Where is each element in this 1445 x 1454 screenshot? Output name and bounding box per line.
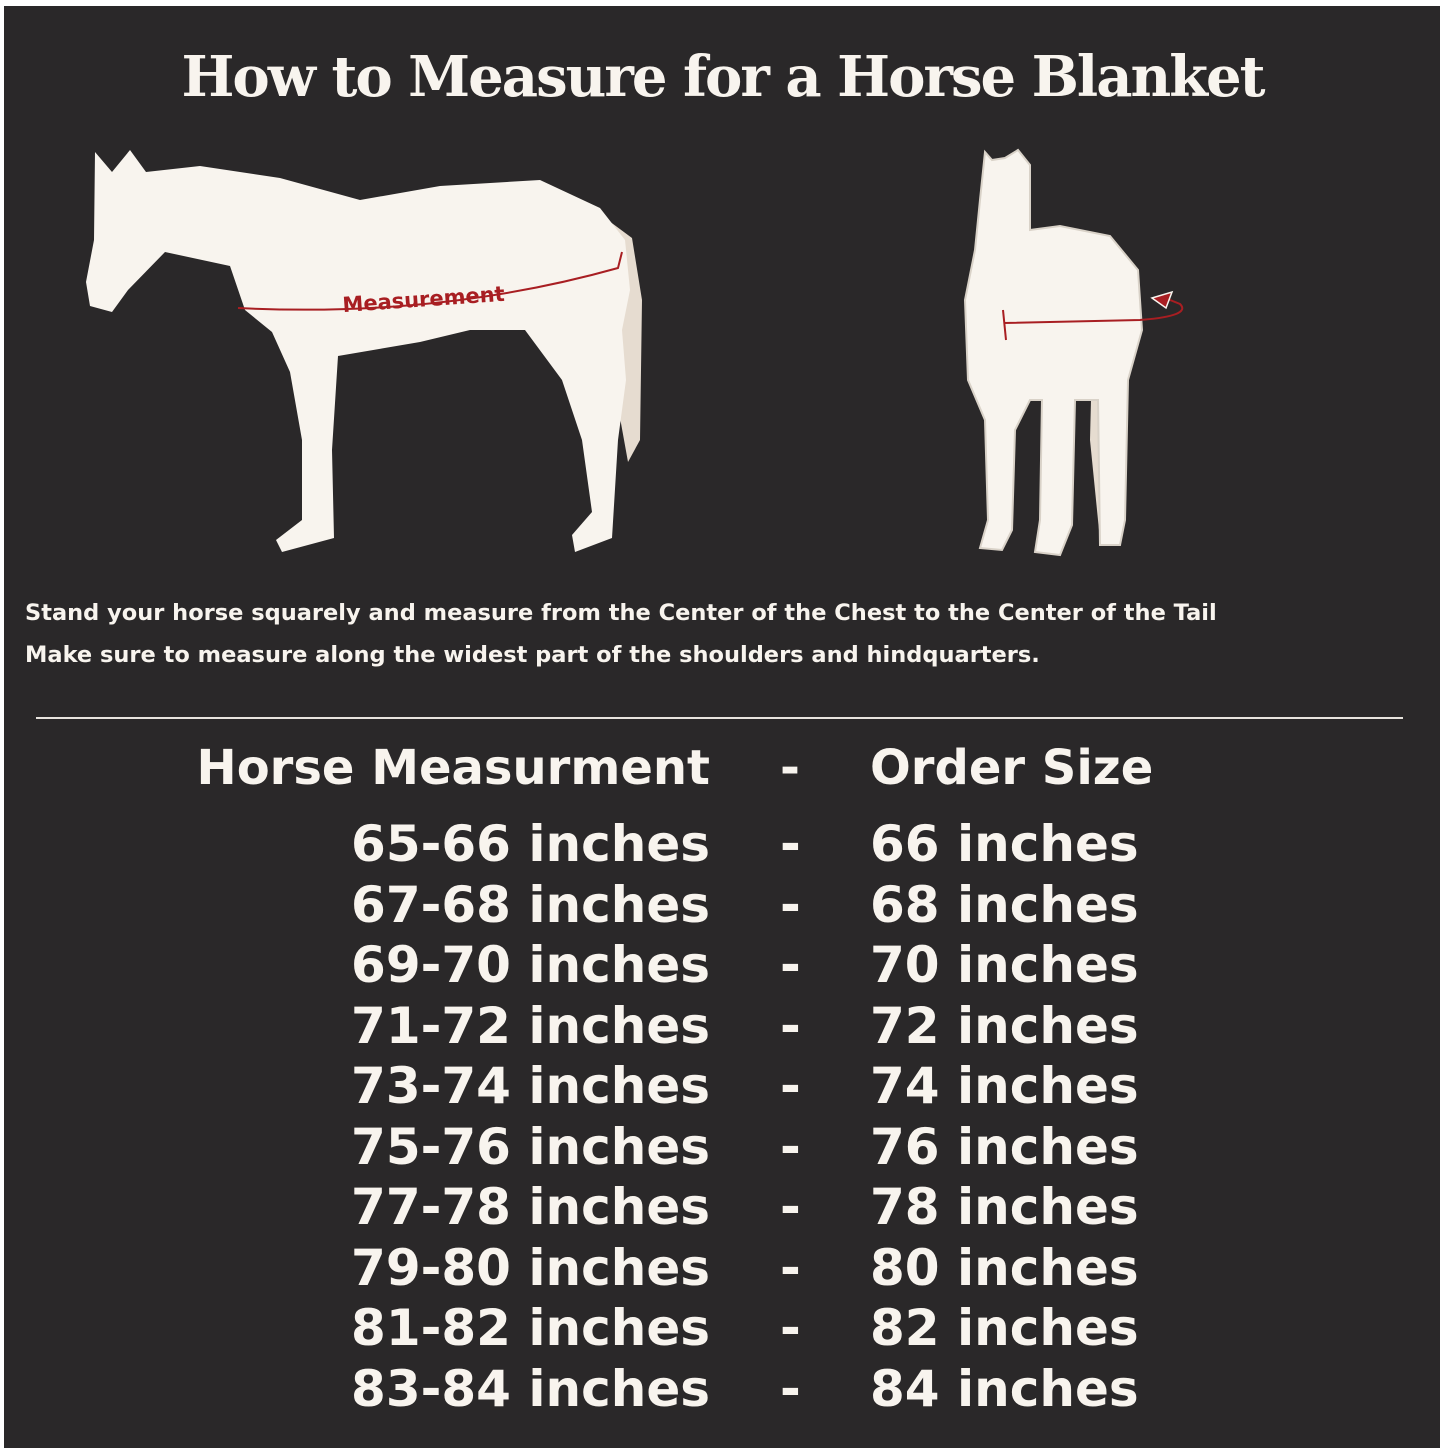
row-size: 82 inches xyxy=(870,1299,1139,1357)
row-size: 68 inches xyxy=(870,875,1139,934)
row-size: 78 inches xyxy=(870,1178,1139,1236)
row-measurement: 73-74 inches xyxy=(351,1057,710,1115)
divider xyxy=(36,717,1403,719)
row-separator: - xyxy=(780,1178,801,1236)
table-row: 81-82 inches - 82 inches xyxy=(0,1299,1445,1359)
row-size: 80 inches xyxy=(870,1238,1139,1297)
row-separator: - xyxy=(780,936,801,994)
row-separator: - xyxy=(780,1299,801,1357)
size-table-header: Horse Measurment - Order Size xyxy=(0,740,1445,800)
row-separator: - xyxy=(780,996,801,1055)
table-row: 67-68 inches - 68 inches xyxy=(0,876,1445,936)
table-row: 77-78 inches - 78 inches xyxy=(0,1178,1445,1238)
table-row: 79-80 inches - 80 inches xyxy=(0,1239,1445,1299)
row-measurement: 83-84 inches xyxy=(351,1359,710,1418)
row-measurement: 79-80 inches xyxy=(351,1238,710,1297)
row-size: 70 inches xyxy=(870,936,1139,994)
side-horse-body xyxy=(86,150,630,552)
row-size: 74 inches xyxy=(870,1057,1139,1115)
header-order-size: Order Size xyxy=(870,740,1154,796)
instruction-line-2: Make sure to measure along the widest pa… xyxy=(25,642,1040,668)
row-measurement: 65-66 inches xyxy=(351,815,710,873)
row-measurement: 81-82 inches xyxy=(351,1299,710,1357)
table-row: 75-76 inches - 76 inches xyxy=(0,1118,1445,1178)
page-title: How to Measure for a Horse Blanket xyxy=(181,44,1266,110)
header-measurement: Horse Measurment xyxy=(196,740,710,796)
arrow-icon xyxy=(1150,290,1174,310)
side-view-horse: Measurement xyxy=(86,150,642,552)
row-separator: - xyxy=(780,815,801,873)
instruction-line-1: Stand your horse squarely and measure fr… xyxy=(25,600,1217,626)
front-view-horse xyxy=(963,148,1183,557)
row-separator: - xyxy=(780,1057,801,1115)
row-separator: - xyxy=(780,1117,801,1176)
row-size: 66 inches xyxy=(870,815,1139,873)
table-row: 71-72 inches - 72 inches xyxy=(0,997,1445,1057)
row-measurement: 77-78 inches xyxy=(351,1178,710,1236)
front-horse-body xyxy=(963,148,1144,557)
row-size: 76 inches xyxy=(870,1117,1139,1176)
table-row: 65-66 inches - 66 inches xyxy=(0,815,1445,875)
side-measure-line xyxy=(237,251,623,311)
front-measure-line xyxy=(1002,297,1183,341)
row-measurement: 67-68 inches xyxy=(351,875,710,934)
table-row: 83-84 inches - 84 inches xyxy=(0,1360,1445,1420)
table-row: 69-70 inches - 70 inches xyxy=(0,936,1445,996)
row-separator: - xyxy=(780,1359,801,1418)
horse-diagrams: Measurement xyxy=(86,148,1183,557)
row-separator: - xyxy=(780,1238,801,1297)
header-separator: - xyxy=(780,740,800,796)
row-size: 84 inches xyxy=(870,1359,1139,1418)
row-measurement: 75-76 inches xyxy=(351,1117,710,1176)
row-measurement: 71-72 inches xyxy=(351,996,710,1055)
row-separator: - xyxy=(780,875,801,934)
row-measurement: 69-70 inches xyxy=(351,936,710,994)
table-row: 73-74 inches - 74 inches xyxy=(0,1057,1445,1117)
row-size: 72 inches xyxy=(870,996,1139,1055)
